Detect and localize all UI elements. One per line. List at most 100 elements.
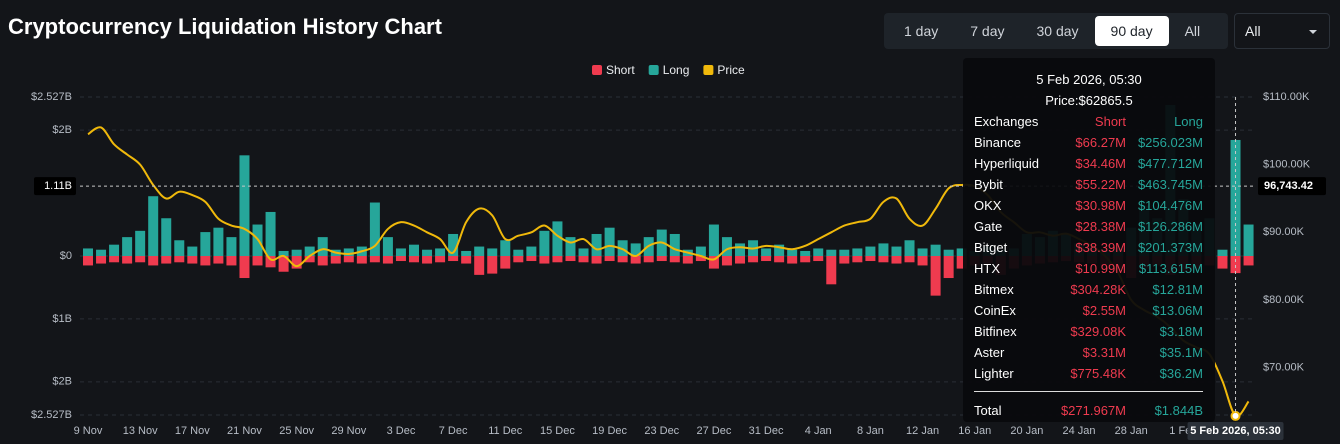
- tooltip-row: Gate $28.38M $126.286M: [974, 219, 1203, 240]
- bar: [578, 256, 589, 263]
- bar: [735, 256, 745, 264]
- x-tick-label: 27 Dec: [696, 425, 731, 437]
- bar: [239, 256, 250, 279]
- legend-swatch: [703, 65, 714, 75]
- bar: [369, 202, 380, 256]
- crosshair-y-box: [34, 177, 76, 196]
- bar: [369, 256, 380, 263]
- tooltip-cell: Hyperliquid: [974, 156, 1040, 171]
- range-tab[interactable]: 1 day: [904, 23, 939, 39]
- tooltip-cell: $1.844B: [1154, 403, 1203, 418]
- tooltip-cell: Bitmex: [974, 282, 1014, 297]
- x-tick-label: 7 Dec: [439, 425, 468, 437]
- bar: [500, 240, 511, 256]
- tooltip-cell: CoinEx: [974, 303, 1016, 318]
- x-tick-label: 24 Jan: [1063, 425, 1096, 437]
- tooltip-cell: Binance: [974, 135, 1021, 150]
- tooltip-cell: Bitfinex: [974, 324, 1017, 339]
- tooltip-column: Short: [1094, 114, 1126, 129]
- bar: [526, 256, 537, 262]
- bar: [826, 256, 837, 285]
- bar: [956, 248, 967, 256]
- x-tick-label: 16 Jan: [958, 425, 991, 437]
- bar: [735, 243, 745, 256]
- tooltip-cell: $34.46M: [1075, 156, 1126, 171]
- y-tick-label: $2B: [52, 124, 72, 136]
- bar: [604, 227, 615, 256]
- bar: [422, 249, 433, 256]
- bar: [330, 256, 341, 264]
- tooltip-row: CoinEx $2.55M $13.06M: [974, 303, 1203, 324]
- bar: [617, 240, 628, 256]
- bar: [382, 237, 393, 256]
- bar: [96, 256, 107, 264]
- bar: [474, 246, 485, 256]
- bar: [109, 256, 120, 263]
- tooltip-cell: $35.1M: [1159, 345, 1203, 360]
- x-tick-label: 3 Dec: [387, 425, 416, 437]
- tooltip-row: Binance $66.27M $256.023M: [974, 135, 1203, 156]
- bar: [278, 250, 289, 256]
- bar: [513, 249, 524, 256]
- bar: [448, 256, 459, 262]
- bar: [474, 256, 485, 275]
- bar: [708, 256, 719, 269]
- bar: [552, 221, 563, 256]
- range-tab[interactable]: 7 day: [970, 23, 1005, 39]
- bar: [304, 246, 315, 256]
- range-tab[interactable]: 30 day: [1036, 23, 1079, 39]
- x-tick-label: 25 Nov: [279, 425, 314, 437]
- y2-tick-label: $80.00K: [1263, 294, 1305, 306]
- tooltip-cell: $201.373M: [1137, 240, 1203, 255]
- bar: [787, 256, 798, 264]
- bar: [930, 256, 941, 296]
- page-title: Cryptocurrency Liquidation History Chart: [8, 14, 442, 39]
- bar: [448, 233, 459, 256]
- bar: [135, 230, 146, 256]
- bar: [839, 256, 850, 264]
- x-tick-label: 12 Jan: [906, 425, 939, 437]
- hover-point: [1230, 410, 1241, 421]
- bar: [943, 256, 954, 279]
- exchange-dropdown[interactable]: All: [1234, 13, 1330, 49]
- bar: [122, 256, 133, 264]
- y-tick-label: $1B: [52, 313, 72, 325]
- x-tick-label: 5 Feb 2026, 05:30: [1190, 425, 1281, 437]
- bar: [291, 256, 302, 269]
- x-tick-label: 28 Jan: [1115, 425, 1148, 437]
- y-tick-label: $2.527B: [31, 91, 72, 103]
- bar: [656, 256, 667, 262]
- range-tab[interactable]: 90 day: [1094, 16, 1169, 46]
- tooltip-cell: $2.55M: [1082, 303, 1126, 318]
- bar: [591, 256, 602, 264]
- bar: [1230, 139, 1241, 256]
- bar: [865, 246, 876, 256]
- bar: [409, 256, 419, 263]
- bar: [943, 249, 954, 256]
- y-tick-label: $2B: [52, 376, 72, 388]
- x-tick-label: 11 Dec: [488, 425, 523, 437]
- bar: [578, 248, 589, 256]
- tooltip-cell: $775.48K: [1070, 366, 1126, 381]
- bar: [1217, 256, 1228, 269]
- legend-swatch: [648, 65, 659, 75]
- bar: [761, 248, 772, 256]
- tooltip-row: Hyperliquid $34.46M $477.712M: [974, 156, 1203, 177]
- tooltip-cell: $10.99M: [1075, 261, 1126, 276]
- bar: [604, 256, 615, 262]
- bar: [409, 244, 419, 256]
- bar: [83, 248, 93, 256]
- bar: [395, 248, 406, 256]
- x-tick-label: 29 Nov: [331, 425, 366, 437]
- bar: [721, 237, 732, 256]
- y-tick-label: $0: [60, 250, 72, 262]
- bar: [617, 256, 628, 263]
- bar: [109, 244, 120, 256]
- bar: [904, 240, 915, 256]
- range-tab[interactable]: All: [1184, 23, 1201, 39]
- bar: [382, 256, 393, 264]
- tooltip-cell: $13.06M: [1152, 303, 1203, 318]
- tooltip-cell: $30.98M: [1075, 198, 1126, 213]
- x-tick-label: 23 Dec: [644, 425, 679, 437]
- tooltip-row: Bitfinex $329.08K $3.18M: [974, 324, 1203, 345]
